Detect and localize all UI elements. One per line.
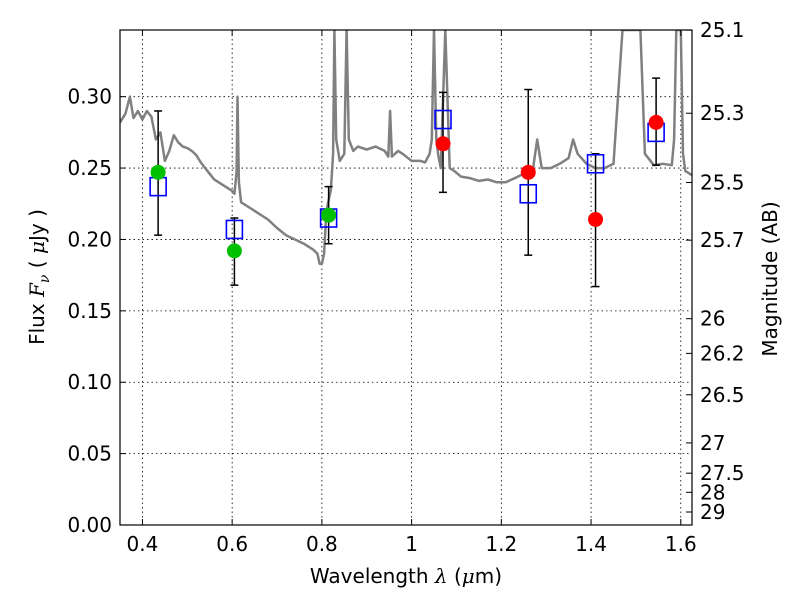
y2-tick-label: 29 [700,500,725,524]
circle-marker [588,211,604,227]
x-tick-label: 1.2 [485,532,517,556]
x-axis-label: Wavelength λ (μm) [310,564,502,588]
y2-tick-label: 26.2 [700,341,745,365]
circle-marker [435,136,451,152]
model-spectrum [120,30,692,265]
data-markers [149,109,665,259]
y-tick-label: 0.05 [67,442,112,466]
x-tick-label: 1 [405,532,418,556]
y-tick-label: 0.00 [67,513,112,537]
y2-tick-label: 25.5 [700,170,745,194]
y-tick-label: 0.25 [67,156,112,180]
x-tick-label: 1.6 [665,532,697,556]
y-tick-label: 0.20 [67,227,112,251]
circle-marker [520,164,536,180]
axis-ticks: 0.4 0.6 0.8 1 1.2 1.4 1.6 0.00 0.05 0.10 0.15 0.20 0… [67,18,744,556]
x-tick-label: 0.8 [306,532,338,556]
plot-frame [119,29,693,526]
y2-tick-label: 25.7 [700,228,745,252]
circle-marker [150,164,166,180]
square-marker [225,219,244,240]
square-marker [519,183,538,204]
y-tick-label: 0.30 [67,85,112,109]
y2-tick-label: 27 [700,431,725,455]
y-tick-label: 0.10 [67,370,112,394]
y2-axis-label: Magnitude (AB) [758,201,782,356]
y2-tick-label: 25.1 [700,18,745,42]
circle-marker [321,207,337,223]
circle-marker [648,114,664,130]
y2-tick-label: 26 [700,307,725,331]
x-tick-label: 0.6 [216,532,248,556]
x-tick-label: 1.4 [575,532,607,556]
circle-marker [226,243,242,259]
y-axis-label: Flux Fν ( μJy ) [25,209,53,345]
grid [120,30,692,526]
y2-tick-label: 26.5 [700,383,745,407]
y2-tick-label: 25.3 [700,101,745,125]
y-tick-label: 0.15 [67,299,112,323]
y2-tick-label: 28 [700,480,725,504]
spectrum-line [120,30,692,265]
square-marker [434,109,452,130]
x-tick-label: 0.4 [127,532,159,556]
square-marker [586,153,605,174]
y2-tick-label: 27.5 [700,461,745,485]
